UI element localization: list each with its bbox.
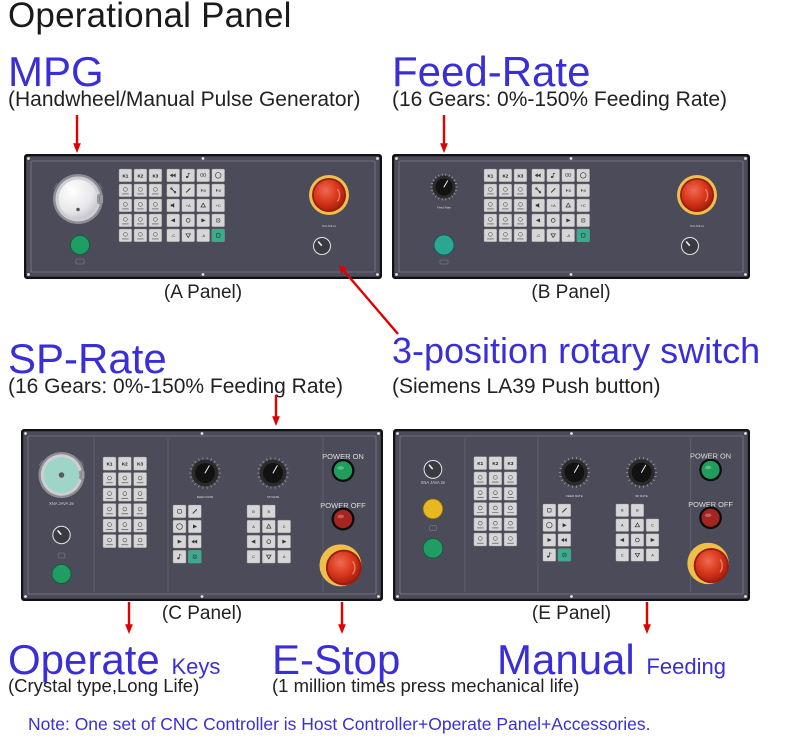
- svg-text:-A: -A: [566, 233, 570, 238]
- svg-text:C: C: [252, 555, 255, 559]
- svg-text:K2: K2: [502, 173, 508, 178]
- svg-text:-A: -A: [201, 233, 205, 238]
- svg-text:K2: K2: [492, 461, 498, 466]
- svg-text:XNA AVE 2e: XNA AVE 2e: [690, 224, 705, 228]
- svg-text:+C: +C: [581, 203, 586, 208]
- svg-text:+A: +A: [186, 203, 191, 208]
- svg-text:K1: K1: [487, 173, 493, 178]
- svg-text:K3: K3: [137, 462, 143, 467]
- svg-text:B: B: [219, 189, 222, 193]
- svg-text:K2: K2: [137, 173, 143, 178]
- svg-text:Feed Rate: Feed Rate: [437, 205, 451, 209]
- svg-text:K1: K1: [107, 462, 113, 467]
- svg-text:K3: K3: [517, 173, 523, 178]
- svg-text:B: B: [621, 509, 624, 513]
- svg-text:K1: K1: [477, 461, 483, 466]
- svg-text:B: B: [584, 189, 587, 193]
- svg-text:+A: +A: [551, 203, 556, 208]
- svg-text:-C: -C: [171, 233, 175, 238]
- svg-text:K1: K1: [122, 173, 128, 178]
- svg-text:FEED RATE: FEED RATE: [566, 494, 583, 498]
- svg-text:B: B: [569, 189, 572, 193]
- svg-text:-C: -C: [536, 233, 540, 238]
- svg-text:C: C: [621, 553, 624, 557]
- svg-text:C: C: [651, 524, 654, 528]
- svg-text:K3: K3: [152, 173, 158, 178]
- svg-text:A: A: [651, 553, 654, 557]
- svg-text:K3: K3: [508, 461, 514, 466]
- svg-text:B: B: [252, 510, 255, 514]
- svg-text:A: A: [252, 525, 255, 529]
- svg-text:FEED RATE: FEED RATE: [197, 495, 214, 499]
- svg-text:C: C: [283, 525, 286, 529]
- svg-text:XNA JAVA 2e: XNA JAVA 2e: [421, 480, 446, 485]
- svg-text:A: A: [621, 524, 624, 528]
- svg-text:+C: +C: [216, 203, 221, 208]
- svg-text:B: B: [268, 510, 271, 514]
- svg-text:XNA AVE 2e: XNA AVE 2e: [322, 224, 337, 228]
- svg-text:XNA JAVA 2e: XNA JAVA 2e: [49, 501, 75, 506]
- svg-text:B: B: [204, 189, 207, 193]
- svg-text:K2: K2: [122, 462, 128, 467]
- svg-text:SP RATE: SP RATE: [267, 495, 280, 499]
- svg-text:SP RATE: SP RATE: [635, 494, 648, 498]
